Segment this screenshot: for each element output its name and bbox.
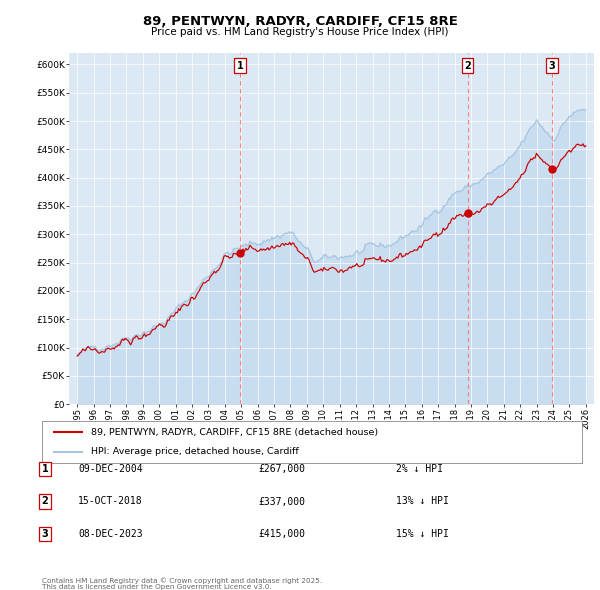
Text: 08-DEC-2023: 08-DEC-2023 — [78, 529, 143, 539]
Text: £267,000: £267,000 — [258, 464, 305, 474]
Text: Price paid vs. HM Land Registry's House Price Index (HPI): Price paid vs. HM Land Registry's House … — [151, 27, 449, 37]
Text: 13% ↓ HPI: 13% ↓ HPI — [396, 497, 449, 506]
Text: 1: 1 — [41, 464, 49, 474]
Text: 89, PENTWYN, RADYR, CARDIFF, CF15 8RE (detached house): 89, PENTWYN, RADYR, CARDIFF, CF15 8RE (d… — [91, 428, 378, 437]
Text: 3: 3 — [548, 61, 555, 71]
Text: 09-DEC-2004: 09-DEC-2004 — [78, 464, 143, 474]
Text: Contains HM Land Registry data © Crown copyright and database right 2025.: Contains HM Land Registry data © Crown c… — [42, 577, 322, 584]
Text: 15% ↓ HPI: 15% ↓ HPI — [396, 529, 449, 539]
Text: £337,000: £337,000 — [258, 497, 305, 506]
Text: This data is licensed under the Open Government Licence v3.0.: This data is licensed under the Open Gov… — [42, 584, 272, 590]
Text: 2% ↓ HPI: 2% ↓ HPI — [396, 464, 443, 474]
Text: 15-OCT-2018: 15-OCT-2018 — [78, 497, 143, 506]
Text: 3: 3 — [41, 529, 49, 539]
Text: 1: 1 — [237, 61, 244, 71]
Text: £415,000: £415,000 — [258, 529, 305, 539]
Text: HPI: Average price, detached house, Cardiff: HPI: Average price, detached house, Card… — [91, 447, 298, 456]
Text: 89, PENTWYN, RADYR, CARDIFF, CF15 8RE: 89, PENTWYN, RADYR, CARDIFF, CF15 8RE — [143, 15, 457, 28]
Text: 2: 2 — [464, 61, 471, 71]
Text: 2: 2 — [41, 497, 49, 506]
